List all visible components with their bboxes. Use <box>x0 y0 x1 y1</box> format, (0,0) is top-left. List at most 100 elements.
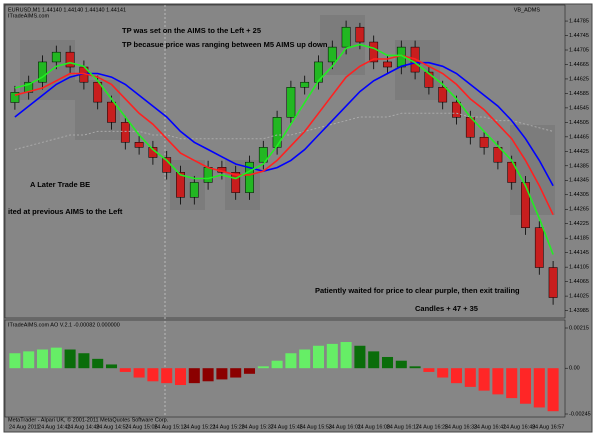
candle-body <box>107 101 116 123</box>
candle-body <box>134 142 144 148</box>
x-tick-label: 24 Aug 15:05 <box>125 424 157 430</box>
y-tick-label: 1.44385 <box>569 163 589 169</box>
oscillator-bar <box>202 368 214 382</box>
y-tick-label: 1.44785 <box>569 19 589 25</box>
y-tick-label: 0.00215 <box>569 325 589 331</box>
annotation: Patiently waited for price to clear purp… <box>315 286 520 295</box>
oscillator-bar <box>216 368 228 380</box>
x-tick-label: 24 Aug 16:17 <box>387 424 419 430</box>
symbol-header: EURUSD,M1 1.44140 1.44140 1.44140 1.4414… <box>8 7 126 13</box>
moving-average <box>14 54 554 216</box>
candle-body <box>341 26 351 48</box>
oscillator-bar <box>92 358 104 369</box>
y-tick-label: 1.44105 <box>569 265 589 271</box>
candle-body <box>438 87 448 103</box>
oscillator-header: ITradeAIMS.com AO V.2.1 -0.00082 0.00000… <box>8 322 120 328</box>
oscillator-bar <box>119 368 131 372</box>
oscillator-bar <box>285 353 297 369</box>
oscillator-bar <box>64 349 76 369</box>
oscillator-bar <box>50 347 62 369</box>
oscillator-bar <box>409 366 421 369</box>
y-tick-label: 1.44185 <box>569 236 589 242</box>
oscillator-bar <box>326 343 338 369</box>
y-tick-label: 1.44545 <box>569 105 589 111</box>
moving-average <box>14 61 554 187</box>
y-tick-label: 1.43985 <box>569 308 589 314</box>
x-tick-label: 24 Aug 16:25 <box>416 424 448 430</box>
oscillator-bar <box>257 366 269 369</box>
oscillator-bar <box>506 368 518 399</box>
x-tick-label: 24 Aug 14:49 <box>67 424 99 430</box>
candle-body <box>493 147 503 163</box>
oscillator-bar <box>312 345 325 369</box>
y-tick-label: 1.44585 <box>569 91 589 97</box>
oscillator-bar <box>368 351 380 369</box>
x-tick-label: 24 Aug 2011 <box>9 424 39 430</box>
candle-body <box>383 61 392 68</box>
y-tick-label: 1.44625 <box>569 76 589 82</box>
candle-body <box>452 101 461 118</box>
y-tick-label: 1.44225 <box>569 221 589 227</box>
oscillator-bar <box>161 368 173 384</box>
oscillator-bar <box>9 353 21 369</box>
oscillator-bar <box>519 368 532 404</box>
y-tick-label: 0.00 <box>569 366 580 372</box>
oscillator-bar <box>243 368 256 374</box>
oscillator-bar <box>36 349 49 369</box>
x-tick-label: 24 Aug 15:13 <box>154 424 186 430</box>
y-tick-label: 1.44145 <box>569 250 589 256</box>
candle-body <box>272 117 282 148</box>
x-tick-label: 24 Aug 14:41 <box>38 424 70 430</box>
annotation: Candles + 47 + 35 <box>415 304 478 313</box>
candle-body <box>424 71 434 88</box>
footer: MetaTrader - Alpari UK, © 2001-2011 Meta… <box>8 416 169 423</box>
oscillator-bar <box>450 368 463 384</box>
oscillator-bar <box>492 368 504 395</box>
x-tick-label: 24 Aug 15:21 <box>183 424 215 430</box>
x-tick-label: 24 Aug 16:41 <box>474 424 506 430</box>
x-tick-label: 24 Aug 16:01 <box>329 424 361 430</box>
oscillator-bar <box>340 342 352 369</box>
candle-body <box>507 161 517 183</box>
aims-zone <box>225 160 260 210</box>
candle-body <box>231 172 241 193</box>
oscillator-bar <box>437 368 449 378</box>
candle-body <box>286 87 296 118</box>
x-tick-label: 24 Aug 16:49 <box>503 424 535 430</box>
y-tick-label: -0.00245 <box>569 411 591 417</box>
candle-body <box>38 61 47 83</box>
x-tick-label: 24 Aug 15:37 <box>241 424 273 430</box>
oscillator-bar <box>423 368 435 372</box>
candle-body <box>10 92 20 103</box>
oscillator-bar <box>395 360 407 369</box>
oscillator-bar <box>23 351 35 369</box>
candle-body <box>51 51 61 63</box>
y-tick-label: 1.44465 <box>569 134 589 140</box>
oscillator-bar <box>547 368 559 412</box>
oscillator-bar <box>464 368 476 387</box>
candle-body <box>258 147 268 163</box>
candle-body <box>65 51 75 68</box>
annotation: TP was set on the AIMS to the Left + 25 <box>122 26 261 35</box>
oscillator-bar <box>299 349 311 369</box>
candle-body <box>369 41 379 63</box>
oscillator-bar <box>533 368 545 408</box>
annotation: TP becasue price was ranging between M5 … <box>122 40 328 49</box>
aims-zone <box>170 160 205 210</box>
y-tick-label: 1.44745 <box>569 33 589 39</box>
candle-body <box>355 26 365 43</box>
y-tick-label: 1.44345 <box>569 178 589 184</box>
oscillator-bar <box>133 368 145 378</box>
oscillator-bar <box>478 368 490 391</box>
x-tick-label: 24 Aug 16:09 <box>358 424 390 430</box>
candle-body <box>548 267 558 298</box>
x-tick-label: 24 Aug 16:57 <box>532 424 564 430</box>
y-tick-label: 1.44025 <box>569 294 589 300</box>
y-tick-label: 1.44505 <box>569 120 589 126</box>
oscillator-bar <box>230 368 242 378</box>
oscillator-bar <box>78 353 90 369</box>
candle-body <box>176 172 185 198</box>
oscillator-bar <box>354 345 366 369</box>
candle-body <box>479 136 489 148</box>
